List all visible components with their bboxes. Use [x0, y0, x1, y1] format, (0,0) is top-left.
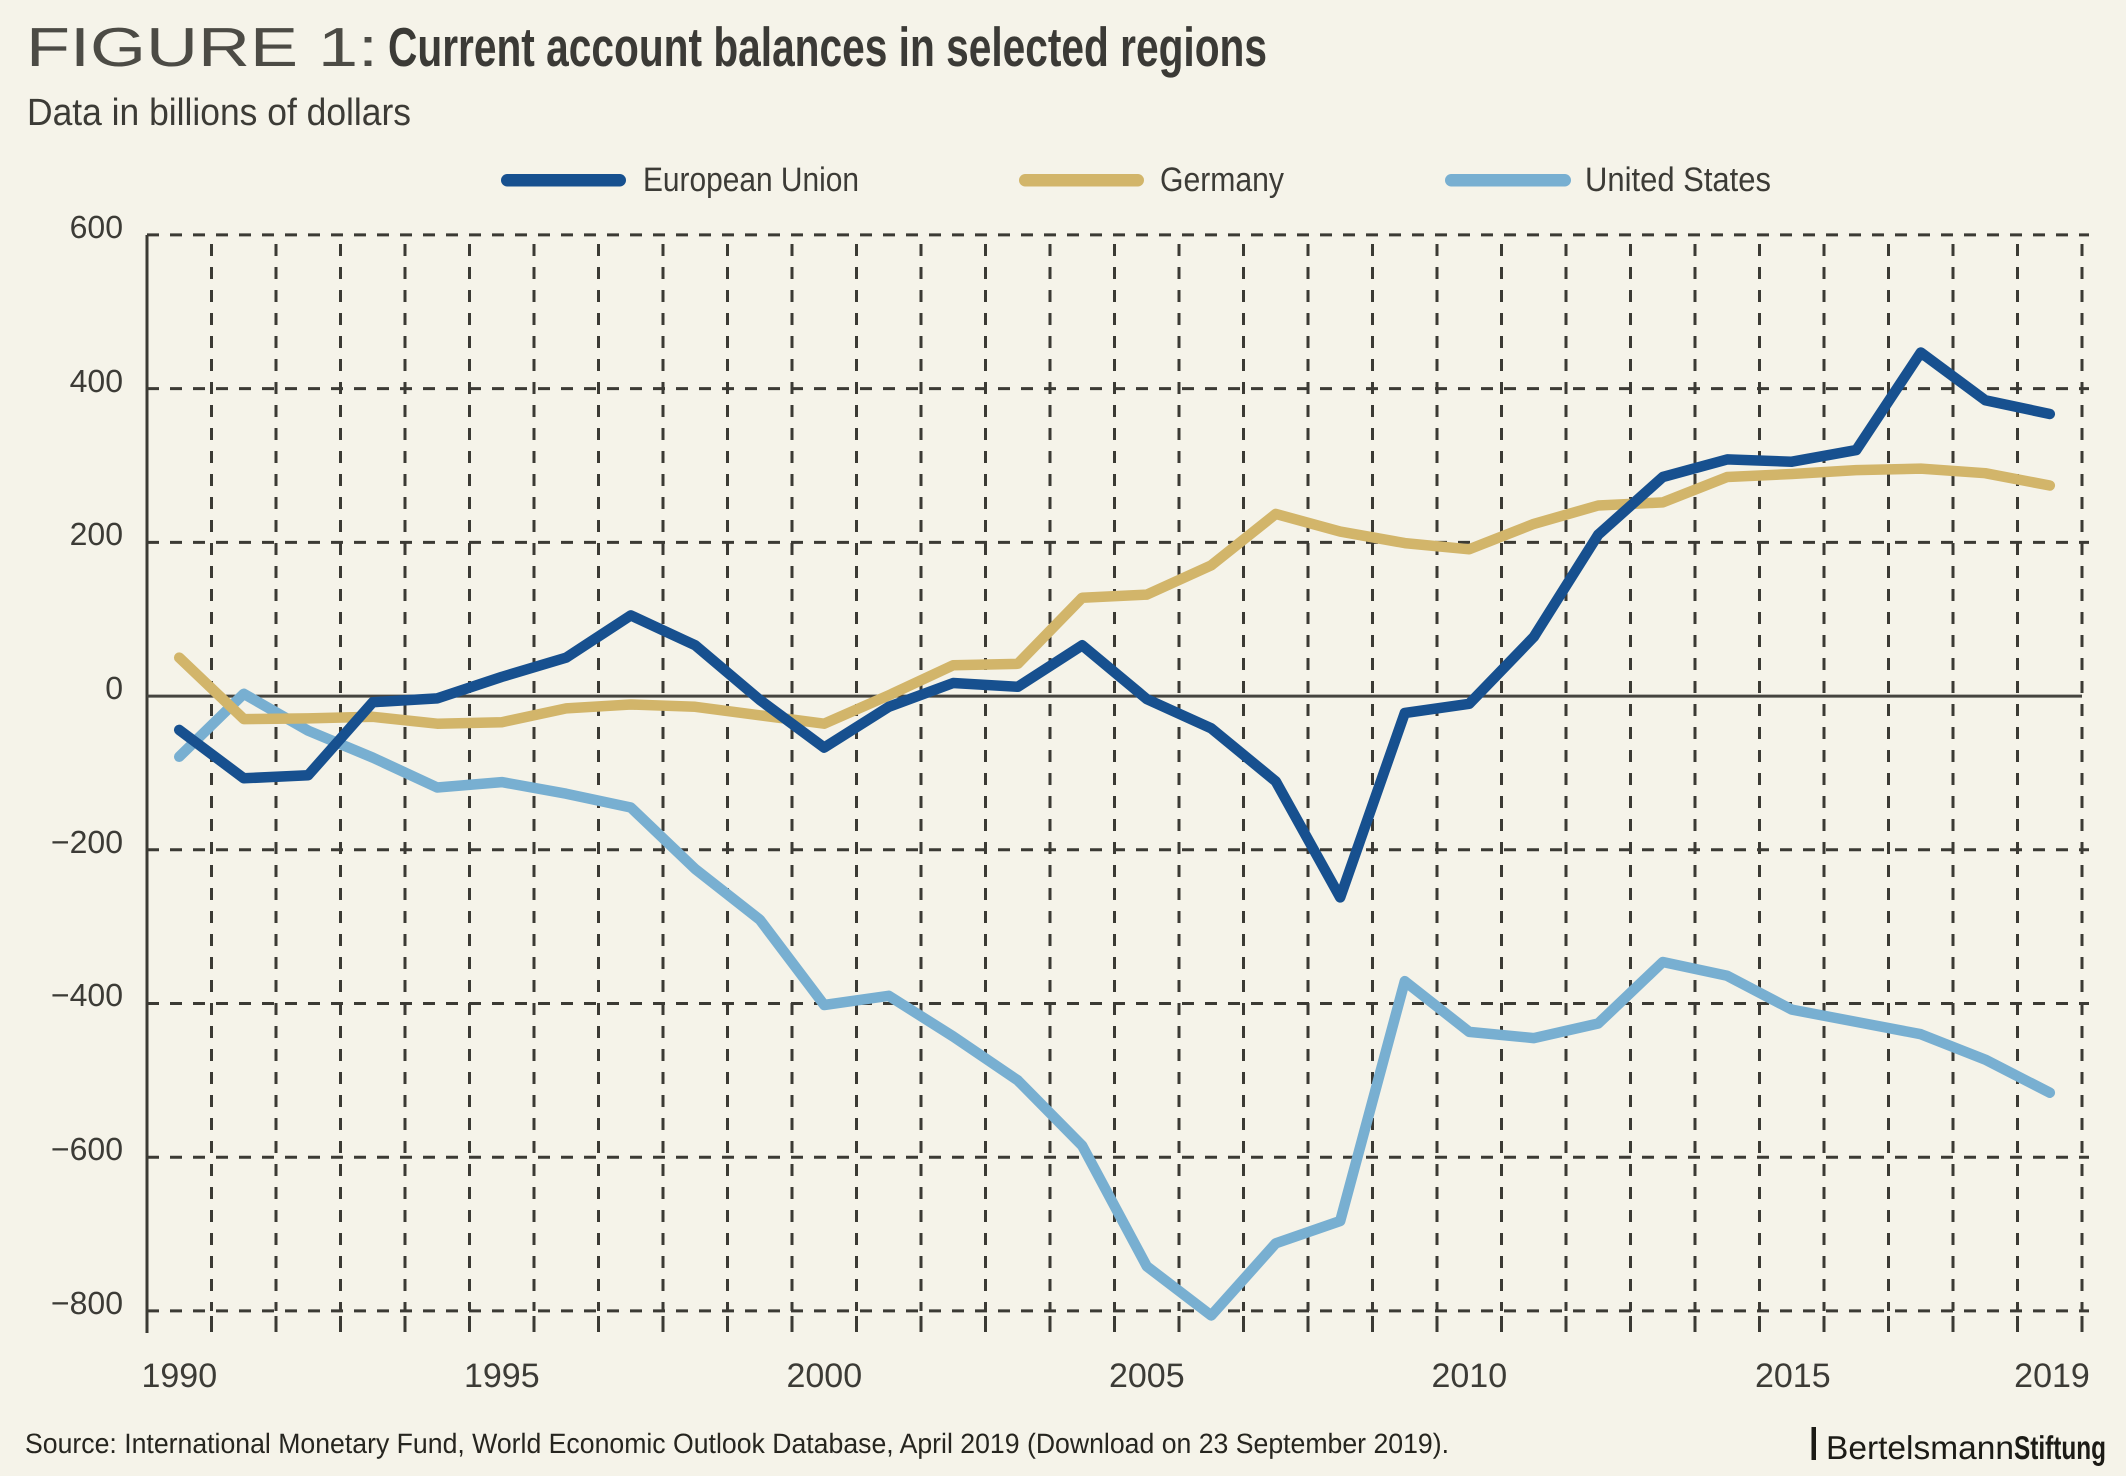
svg-text:−200: −200: [51, 824, 123, 860]
svg-text:400: 400: [70, 363, 123, 399]
svg-text:Stiftung: Stiftung: [2014, 1429, 2106, 1466]
svg-text:0: 0: [105, 670, 123, 706]
svg-text:2000: 2000: [786, 1357, 862, 1395]
svg-text:2019: 2019: [2014, 1357, 2090, 1395]
svg-text:Source: International Monetary: Source: International Monetary Fund, Wor…: [25, 1428, 1449, 1459]
svg-text:United States: United States: [1585, 161, 1771, 199]
svg-text:Data in billions of dollars: Data in billions of dollars: [27, 92, 411, 134]
svg-text:2010: 2010: [1431, 1357, 1507, 1395]
svg-text:1990: 1990: [141, 1357, 217, 1395]
svg-text:Current account balances in se: Current account balances in selected reg…: [388, 16, 1267, 78]
svg-text:Germany: Germany: [1160, 161, 1284, 199]
svg-text:−800: −800: [51, 1285, 123, 1321]
svg-text:600: 600: [70, 209, 123, 245]
svg-text:200: 200: [70, 516, 123, 552]
svg-text:2015: 2015: [1755, 1357, 1831, 1395]
svg-text:Bertelsmann: Bertelsmann: [1826, 1429, 2014, 1466]
svg-text:−400: −400: [51, 977, 123, 1013]
svg-text:FIGURE 1:: FIGURE 1:: [26, 16, 378, 78]
svg-text:European Union: European Union: [643, 161, 859, 199]
svg-text:1995: 1995: [464, 1357, 540, 1395]
svg-text:2005: 2005: [1109, 1357, 1185, 1395]
svg-text:−600: −600: [51, 1131, 123, 1167]
